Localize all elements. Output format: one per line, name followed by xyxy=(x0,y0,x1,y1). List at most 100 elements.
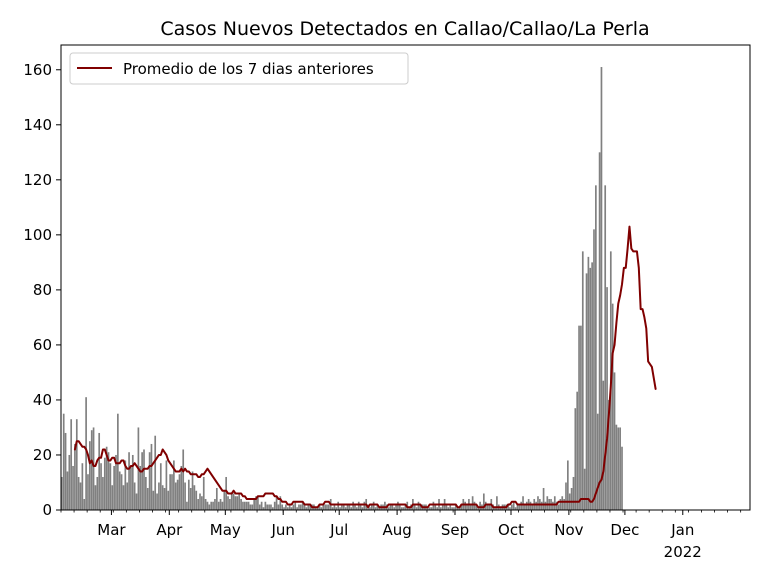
bar xyxy=(595,185,597,510)
bar xyxy=(589,267,592,510)
bar xyxy=(578,325,580,510)
bar xyxy=(94,485,97,510)
bar xyxy=(156,493,158,510)
bar xyxy=(576,391,579,510)
bar xyxy=(580,325,582,510)
bar xyxy=(189,487,192,510)
bar xyxy=(270,504,272,510)
bar xyxy=(66,471,69,510)
bar xyxy=(430,507,433,510)
bar xyxy=(296,507,298,510)
bar xyxy=(328,504,330,510)
bar xyxy=(87,474,89,510)
bar xyxy=(384,501,386,510)
x-tick-label: Aug xyxy=(382,521,411,539)
bar xyxy=(298,504,300,510)
bar xyxy=(574,408,577,510)
bar xyxy=(567,460,569,510)
bar xyxy=(309,504,312,510)
bar xyxy=(197,498,199,510)
bar xyxy=(120,474,123,510)
y-tick-label: 40 xyxy=(33,391,52,409)
bar xyxy=(486,504,489,510)
bar xyxy=(102,476,104,510)
bar xyxy=(122,485,125,510)
bar xyxy=(553,496,556,510)
bar xyxy=(117,413,119,510)
bar xyxy=(62,413,65,510)
bar xyxy=(359,504,362,510)
bar xyxy=(318,504,321,510)
bar xyxy=(522,496,524,510)
bar xyxy=(426,507,429,510)
bar xyxy=(391,504,394,510)
bar xyxy=(331,507,334,510)
bar xyxy=(604,185,607,510)
y-tick-label: 120 xyxy=(23,171,52,189)
bar xyxy=(75,419,78,510)
bar xyxy=(247,501,250,510)
bar xyxy=(520,501,523,510)
x-tick-label: Jan xyxy=(670,521,694,539)
x-tick-label: Oct xyxy=(498,521,524,539)
bar xyxy=(469,504,472,510)
bar xyxy=(524,504,526,510)
bar xyxy=(292,504,295,510)
bar xyxy=(413,504,416,510)
bar xyxy=(596,413,599,510)
bar xyxy=(74,443,76,510)
bar xyxy=(458,507,461,510)
bar xyxy=(187,479,190,510)
bar xyxy=(154,435,157,510)
bar xyxy=(496,496,498,510)
bar xyxy=(471,496,474,510)
bar xyxy=(186,501,188,510)
bar xyxy=(370,504,373,510)
bar xyxy=(397,501,399,510)
bar xyxy=(354,504,356,510)
legend-box xyxy=(69,52,409,85)
bar xyxy=(215,487,218,510)
bar xyxy=(165,460,168,510)
bar xyxy=(227,496,229,510)
bar xyxy=(449,504,452,510)
bar xyxy=(466,504,468,510)
legend-label: Promedio de los 7 dias anteriores xyxy=(123,60,374,78)
bar xyxy=(146,487,149,510)
bar xyxy=(182,449,185,510)
bar xyxy=(124,460,127,510)
bar xyxy=(404,504,407,510)
bar xyxy=(572,476,575,510)
bar xyxy=(441,504,444,510)
bar xyxy=(90,430,93,510)
bar xyxy=(111,485,114,510)
bar xyxy=(206,501,209,510)
bar xyxy=(281,504,284,510)
bar xyxy=(288,504,291,510)
bar xyxy=(619,427,621,510)
bar xyxy=(85,397,87,510)
x-axis: Mar Apr May Jun Jul Aug Sep Oct Nov Dec Jan 2022 xyxy=(60,510,742,561)
legend: Promedio de los 7 dias anteriores xyxy=(69,52,409,85)
bar xyxy=(561,496,564,510)
x-tick-label: Nov xyxy=(554,521,583,539)
bar-series xyxy=(61,67,623,511)
bar xyxy=(283,507,285,510)
bar xyxy=(257,496,259,510)
bar xyxy=(279,496,282,510)
bar xyxy=(238,493,241,510)
bar xyxy=(464,501,466,510)
bar xyxy=(81,463,84,510)
bar xyxy=(214,498,216,510)
bar xyxy=(79,482,82,510)
plot-frame xyxy=(60,44,751,511)
bar xyxy=(268,504,270,510)
bar xyxy=(171,474,173,510)
bar xyxy=(251,504,254,510)
bar xyxy=(316,507,319,510)
bar xyxy=(346,504,349,510)
bar xyxy=(145,476,147,510)
bar xyxy=(128,452,130,510)
bar xyxy=(77,476,80,510)
bar xyxy=(617,427,620,510)
